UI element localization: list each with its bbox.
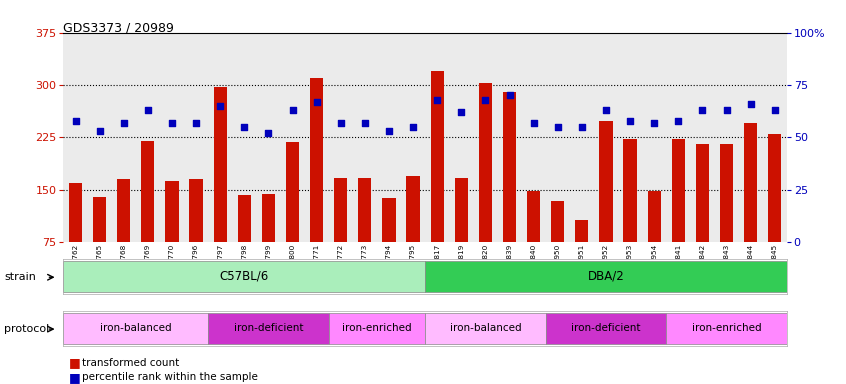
Point <box>599 107 613 113</box>
Point <box>213 103 227 109</box>
Bar <box>382 198 396 242</box>
Point <box>768 107 782 113</box>
Point <box>575 124 589 130</box>
Point <box>286 107 299 113</box>
Point <box>141 107 155 113</box>
Point <box>117 119 130 126</box>
Bar <box>190 179 203 242</box>
Bar <box>546 313 667 344</box>
Bar <box>551 202 564 242</box>
Bar <box>575 220 589 242</box>
Point <box>406 124 420 130</box>
Text: ■: ■ <box>69 371 81 384</box>
Point <box>69 118 82 124</box>
Bar <box>624 139 637 242</box>
Bar <box>93 197 107 242</box>
Text: iron-deficient: iron-deficient <box>233 323 303 333</box>
Bar <box>69 183 82 242</box>
Point <box>261 130 275 136</box>
Bar <box>213 87 227 242</box>
Text: strain: strain <box>4 272 36 282</box>
Bar <box>672 139 685 242</box>
Bar <box>479 83 492 242</box>
Bar <box>358 178 371 242</box>
Bar <box>666 313 787 344</box>
Bar <box>117 179 130 242</box>
Point <box>238 124 251 130</box>
Bar <box>334 178 348 242</box>
Point <box>358 119 371 126</box>
Point <box>527 119 541 126</box>
Bar <box>599 121 613 242</box>
Point <box>165 119 179 126</box>
Point <box>479 96 492 103</box>
Bar <box>208 313 328 344</box>
Bar <box>310 78 323 242</box>
Point <box>744 101 757 107</box>
Text: iron-balanced: iron-balanced <box>449 323 521 333</box>
Bar <box>527 191 541 242</box>
Point <box>551 124 564 130</box>
Point <box>454 109 468 115</box>
Bar <box>425 313 546 344</box>
Bar <box>328 313 425 344</box>
Point <box>647 119 661 126</box>
Bar <box>238 195 251 242</box>
Text: iron-enriched: iron-enriched <box>342 323 412 333</box>
Bar <box>431 71 444 242</box>
Bar <box>141 141 155 242</box>
Point <box>672 118 685 124</box>
Bar <box>406 175 420 242</box>
Point <box>695 107 709 113</box>
Point <box>334 119 348 126</box>
Point <box>720 107 733 113</box>
Point <box>190 119 203 126</box>
Text: DBA/2: DBA/2 <box>588 270 624 283</box>
Text: protocol: protocol <box>4 324 49 334</box>
Text: C57BL/6: C57BL/6 <box>220 270 269 283</box>
Bar <box>165 180 179 242</box>
Text: iron-enriched: iron-enriched <box>692 323 761 333</box>
Text: percentile rank within the sample: percentile rank within the sample <box>82 372 258 382</box>
Text: iron-deficient: iron-deficient <box>571 323 640 333</box>
Bar <box>286 142 299 242</box>
Point <box>93 128 107 134</box>
Bar <box>63 261 425 292</box>
Bar <box>454 178 468 242</box>
Bar <box>768 134 782 242</box>
Bar <box>695 144 709 242</box>
Bar <box>720 144 733 242</box>
Text: iron-balanced: iron-balanced <box>100 323 172 333</box>
Bar <box>647 191 661 242</box>
Bar <box>425 261 787 292</box>
Bar <box>503 92 516 242</box>
Text: GDS3373 / 20989: GDS3373 / 20989 <box>63 21 174 34</box>
Text: ■: ■ <box>69 356 81 369</box>
Bar <box>63 313 208 344</box>
Text: transformed count: transformed count <box>82 358 179 368</box>
Bar <box>261 194 275 242</box>
Point <box>624 118 637 124</box>
Point <box>310 99 323 105</box>
Bar <box>744 123 757 242</box>
Point <box>503 92 516 98</box>
Point <box>431 96 444 103</box>
Point <box>382 128 396 134</box>
